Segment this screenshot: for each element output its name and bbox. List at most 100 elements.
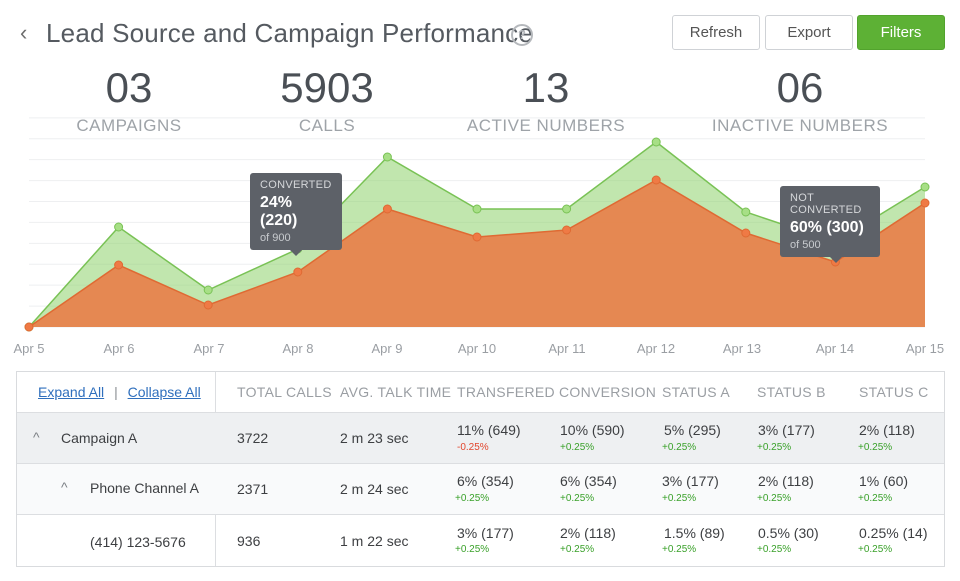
- orange-series-point[interactable]: [741, 228, 751, 238]
- filters-button[interactable]: Filters: [857, 15, 945, 50]
- table-row-channel[interactable]: ^ Phone Channel A 2371 2 m 24 sec 6% (35…: [17, 464, 944, 515]
- status-b-value: 3% (177): [758, 422, 815, 438]
- status-c-delta: +0.25%: [858, 493, 893, 504]
- row-name: Phone Channel A: [90, 480, 199, 496]
- column-header[interactable]: TOTAL CALLS: [237, 384, 332, 400]
- stat-campaigns: 03 CAMPAIGNS: [76, 64, 181, 136]
- status-b-delta: +0.25%: [757, 544, 792, 555]
- status-a-value: 5% (295): [664, 422, 721, 438]
- status-b-delta: +0.25%: [757, 493, 792, 504]
- green-series-point[interactable]: [920, 182, 930, 192]
- tooltip-label: CONVERTED: [260, 179, 332, 191]
- orange-series-point[interactable]: [651, 175, 661, 185]
- page-header: ‹ Lead Source and Campaign Performance ?…: [0, 0, 960, 64]
- conversion-value: 10% (590): [560, 422, 625, 438]
- transfered-delta: -0.25%: [457, 442, 489, 453]
- area-chart-svg: [24, 117, 930, 332]
- orange-series-point[interactable]: [382, 204, 392, 214]
- transfered-value: 11% (649): [457, 422, 521, 438]
- status-a-value: 1.5% (89): [664, 525, 725, 541]
- table-row-number[interactable]: (414) 123-5676 936 1 m 22 sec 3% (177) +…: [17, 515, 944, 565]
- stat-label: INACTIVE NUMBERS: [711, 116, 889, 135]
- x-tick-label: Apr 12: [636, 341, 676, 356]
- orange-series-point[interactable]: [920, 198, 930, 208]
- orange-series-point[interactable]: [114, 260, 124, 270]
- x-tick-label: Apr 7: [193, 341, 225, 356]
- column-header[interactable]: CONVERSION: [559, 384, 657, 400]
- performance-chart: 03 CAMPAIGNS 5903 CALLS 13 ACTIVE NUMBER…: [0, 64, 960, 364]
- stat-inactive-numbers: 06 INACTIVE NUMBERS: [712, 64, 888, 136]
- question-circle-icon[interactable]: ?: [511, 24, 533, 46]
- table-row-campaign[interactable]: ^ Campaign A 3722 2 m 23 sec 11% (649) -…: [17, 413, 944, 464]
- export-button[interactable]: Export: [765, 15, 853, 50]
- green-series-point[interactable]: [562, 204, 572, 214]
- orange-series-area: [29, 180, 925, 327]
- transfered-value: 3% (177): [457, 525, 514, 541]
- status-c-delta: +0.25%: [858, 442, 893, 453]
- orange-series-point[interactable]: [472, 232, 482, 242]
- column-header[interactable]: STATUS B: [757, 384, 826, 400]
- orange-series-point[interactable]: [24, 322, 34, 332]
- stat-value: 5903: [280, 64, 374, 111]
- status-b-delta: +0.25%: [757, 442, 792, 453]
- conversion-value: 2% (118): [560, 525, 616, 541]
- x-tick-label: Apr 11: [548, 341, 586, 356]
- column-header[interactable]: TRANSFERED: [457, 384, 555, 400]
- avg-talk-time: 2 m 23 sec: [340, 430, 409, 446]
- green-series-point[interactable]: [203, 285, 213, 295]
- expand-all-link[interactable]: Expand All: [38, 384, 105, 400]
- avg-talk-time: 1 m 22 sec: [340, 533, 409, 549]
- green-series-point[interactable]: [382, 152, 392, 162]
- expand-collapse-controls: Expand All | Collapse All: [38, 384, 201, 400]
- total-calls: 2371: [237, 481, 269, 497]
- transfered-delta: +0.25%: [455, 544, 490, 555]
- green-series-point[interactable]: [114, 222, 124, 232]
- chevron-up-icon[interactable]: ^: [33, 429, 40, 445]
- transfered-delta: +0.25%: [455, 493, 490, 504]
- chevron-left-icon[interactable]: ‹: [20, 20, 28, 45]
- column-header[interactable]: STATUS A: [662, 384, 731, 400]
- transfered-value: 6% (354): [457, 473, 514, 489]
- column-header[interactable]: AVG. TALK TIME: [340, 384, 452, 400]
- x-tick-label: Apr 6: [103, 341, 135, 356]
- total-calls: 936: [237, 533, 261, 549]
- tooltip-sub: of 500: [790, 239, 821, 251]
- total-calls: 3722: [237, 430, 269, 446]
- orange-series-point[interactable]: [203, 300, 213, 310]
- tooltip-sub: of 900: [260, 232, 291, 244]
- tooltip-label: NOT CONVERTED: [790, 192, 862, 216]
- row-name: (414) 123-5676: [90, 534, 186, 550]
- orange-series-point[interactable]: [293, 267, 303, 277]
- tooltip-converted: CONVERTED 24% (220) of 900: [250, 173, 342, 256]
- stat-label: CALLS: [298, 116, 356, 135]
- status-a-delta: +0.25%: [662, 544, 697, 555]
- stat-active-numbers: 13 ACTIVE NUMBERS: [467, 64, 625, 136]
- column-header[interactable]: STATUS C: [859, 384, 929, 400]
- status-c-value: 1% (60): [859, 473, 909, 489]
- orange-series-point[interactable]: [562, 225, 572, 235]
- tooltip-not-converted: NOT CONVERTED 60% (300) of 500: [780, 186, 880, 263]
- stat-label: ACTIVE NUMBERS: [466, 116, 626, 135]
- stat-value: 13: [522, 64, 570, 111]
- stat-label: CAMPAIGNS: [76, 116, 182, 135]
- status-c-delta: +0.25%: [858, 544, 893, 555]
- conversion-value: 6% (354): [560, 473, 617, 489]
- stat-value: 03: [105, 64, 153, 111]
- avg-talk-time: 2 m 24 sec: [340, 481, 409, 497]
- x-tick-label: Apr 8: [282, 341, 314, 356]
- x-tick-label: Apr 15: [905, 341, 945, 356]
- conversion-delta: +0.25%: [560, 442, 595, 453]
- performance-table: Expand All | Collapse All TOTAL CALLS AV…: [16, 371, 945, 567]
- conversion-delta: +0.25%: [560, 544, 595, 555]
- status-a-delta: +0.25%: [662, 442, 697, 453]
- green-series-point[interactable]: [741, 207, 751, 217]
- row-name: Campaign A: [61, 430, 138, 446]
- collapse-all-link[interactable]: Collapse All: [127, 384, 201, 400]
- green-series-point[interactable]: [472, 204, 482, 214]
- chevron-up-icon[interactable]: ^: [61, 479, 68, 495]
- tooltip-value: 60% (300): [790, 219, 864, 236]
- tooltip-arrow: [830, 257, 842, 263]
- refresh-button[interactable]: Refresh: [672, 15, 760, 50]
- green-series-point[interactable]: [651, 137, 661, 147]
- stat-value: 06: [776, 64, 824, 111]
